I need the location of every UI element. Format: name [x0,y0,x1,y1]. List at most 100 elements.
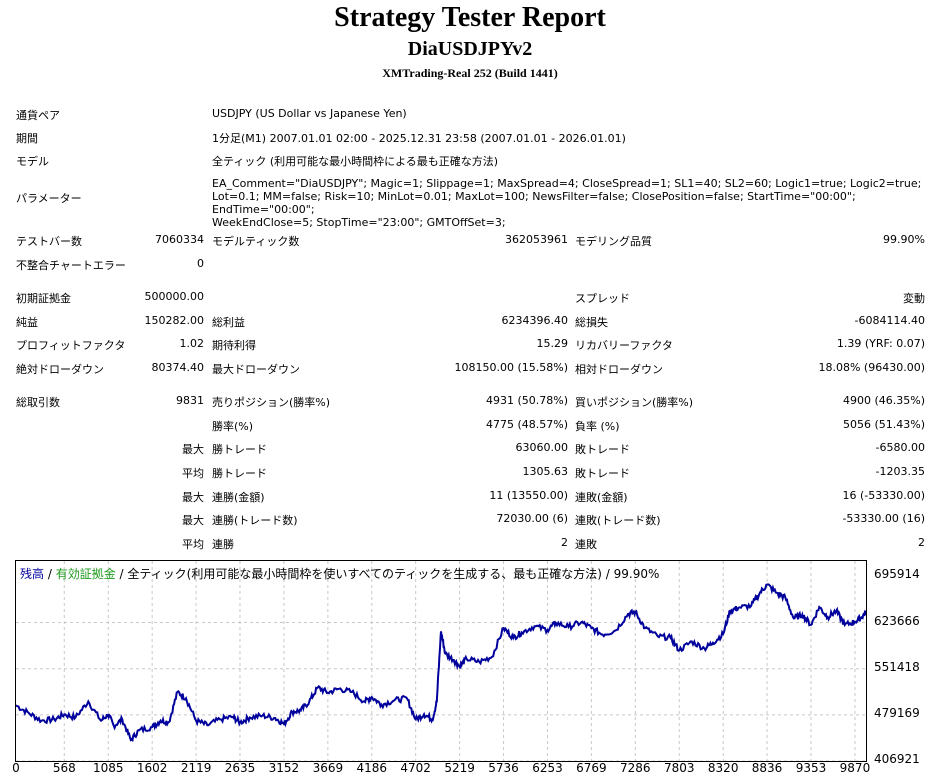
x-tick-label: 1602 [136,761,168,775]
x-tick-label: 5736 [488,761,519,775]
mismatch-value: 0 [197,257,204,270]
x-tick-label: 8836 [751,761,783,775]
long-label: 買いポジション(勝率%) [575,396,694,409]
params-line: WeekEndClose=5; StopTime="23:00"; GMTOff… [212,216,506,229]
avg-cons-losses-value: 2 [918,536,925,549]
win-rate-label: 勝率(%) [212,420,254,433]
x-tick-label: 568 [52,761,76,775]
largest-win-label: 勝トレード [212,443,267,456]
pf-value: 1.02 [179,337,205,350]
avg-cons-wins-value: 2 [561,536,568,549]
net-value: 150282.00 [144,314,205,327]
quality-value: 99.90% [883,233,925,246]
x-tick-label: 5219 [444,761,475,775]
ea-name: DiaUSDJPYv2 [407,38,533,60]
bars-label: テストバー数 [16,235,82,248]
ticks-label: モデルティック数 [212,235,300,248]
long-value: 4900 (46.35%) [842,394,925,407]
rel-dd-label: 相対ドローダウン [575,363,663,376]
x-tick-label: 0 [12,761,20,775]
legend-rest: / 全ティック(利用可能な最小時間枠を使いすべてのティックを生成する、最も正確な… [115,567,660,581]
rel-dd-value: 18.08% (96430.00) [818,361,925,374]
gross-profit-label: 総利益 [212,316,245,329]
cons-losses-amt-value: 16 (-53330.00) [842,489,925,502]
quality-label: モデリング品質 [575,235,652,248]
y-tick-label: 623666 [874,613,920,628]
x-tick-label: 9870 [839,761,871,775]
gross-loss-value: -6084114.40 [854,314,925,327]
cons-wins-amt-label: 連勝(金額) [212,491,265,504]
x-tick-label: 1085 [92,761,124,775]
largest-loss-value: -6580.00 [875,441,925,454]
max-dd-label: 最大ドローダウン [212,363,300,376]
y-tick-label: 479169 [874,705,920,720]
cons-wins-cnt-value: 72030.00 (6) [496,512,568,525]
x-tick-label: 9353 [795,761,827,775]
params-value: EA_Comment="DiaUSDJPY"; Magic=1; Slippag… [212,177,924,229]
deposit-label: 初期証拠金 [16,292,71,305]
cons-losses-amt-label: 連敗(金額) [575,491,628,504]
short-label: 売りポジション(勝率%) [212,396,331,409]
net-label: 純益 [16,316,38,329]
largest-win-value: 63060.00 [515,441,569,454]
y-tick-label: 551418 [874,659,920,674]
gross-profit-value: 6234396.40 [501,314,568,327]
ticks-value: 362053961 [505,233,568,246]
avg-word: 平均 [182,467,204,480]
recovery-value: 1.39 (YRF: 0.07) [836,337,925,350]
y-tick-label: 406921 [874,752,920,766]
win-rate-value: 4775 (48.57%) [485,418,568,431]
largest-loss-label: 敗トレード [575,443,630,456]
params-line: EA_Comment="DiaUSDJPY"; Magic=1; Slippag… [212,177,922,190]
max-dd-value: 108150.00 (15.58%) [454,361,568,374]
short-value: 4931 (50.78%) [485,394,568,407]
symbol-label: 通貨ペア [16,109,60,122]
deposit-value: 500000.00 [144,290,205,303]
avg-loss-value: -1203.35 [875,465,925,478]
chart-canvas [16,561,866,761]
loss-rate-value: 5056 (51.43%) [842,418,925,431]
cons-wins-amt-value: 11 (13550.00) [489,489,568,502]
model-value: 全ティック (利用可能な最小時間枠による最も正確な方法) [212,155,499,168]
spread-value: 変動 [903,292,925,305]
server-name: XMTrading-Real 252 (Build 1441) [382,66,558,80]
gross-loss-label: 総損失 [575,316,608,329]
avg-loss-label: 敗トレード [575,467,630,480]
avg-win-value: 1305.63 [522,465,569,478]
cons-losses-cnt-value: -53330.00 (16) [842,512,925,525]
period-label: 期間 [16,132,38,145]
recovery-label: リカバリーファクタ [575,339,673,352]
avg-cons-losses-label: 連敗 [575,538,597,551]
balance-chart [15,560,867,762]
x-tick-label: 6769 [576,761,607,775]
x-tick-label: 4702 [400,761,431,775]
symbol-value: USDJPY (US Dollar vs Japanese Yen) [212,107,407,120]
x-tick-label: 8320 [707,761,739,775]
x-tick-label: 3669 [312,761,344,775]
bars-value: 7060334 [155,233,204,246]
x-tick-label: 2119 [180,761,212,775]
cons-losses-cnt-label: 連敗(トレード数) [575,514,661,527]
params-line: Lot=0.1; MM=false; Risk=10; MinLot=0.01;… [212,190,856,216]
cons-wins-cnt-label: 連勝(トレード数) [212,514,298,527]
x-tick-label: 3152 [268,761,300,775]
avg-win-label: 勝トレード [212,467,267,480]
loss-rate-label: 負率 (%) [575,420,620,433]
x-tick-label: 2635 [224,761,256,775]
chart-legend: 残高 / 有効証拠金 / 全ティック(利用可能な最小時間枠を使いすべてのティック… [20,565,659,582]
abs-dd-label: 絶対ドローダウン [16,363,104,376]
mismatch-label: 不整合チャートエラー [16,259,126,272]
legend-balance: 残高 [20,567,45,581]
model-label: モデル [16,155,49,168]
max-word: 最大 [182,491,204,504]
spread-label: スプレッド [575,292,630,305]
pf-label: プロフィットファクタ [16,339,126,352]
expected-value: 15.29 [536,337,569,350]
report-title: Strategy Tester Report [334,2,606,33]
total-trades-value: 9831 [176,394,204,407]
avg-word: 平均 [182,538,204,551]
x-tick-label: 6253 [532,761,563,775]
avg-cons-wins-label: 連勝 [212,538,234,551]
x-tick-label: 7286 [620,761,651,775]
params-label: パラメーター [16,192,82,205]
